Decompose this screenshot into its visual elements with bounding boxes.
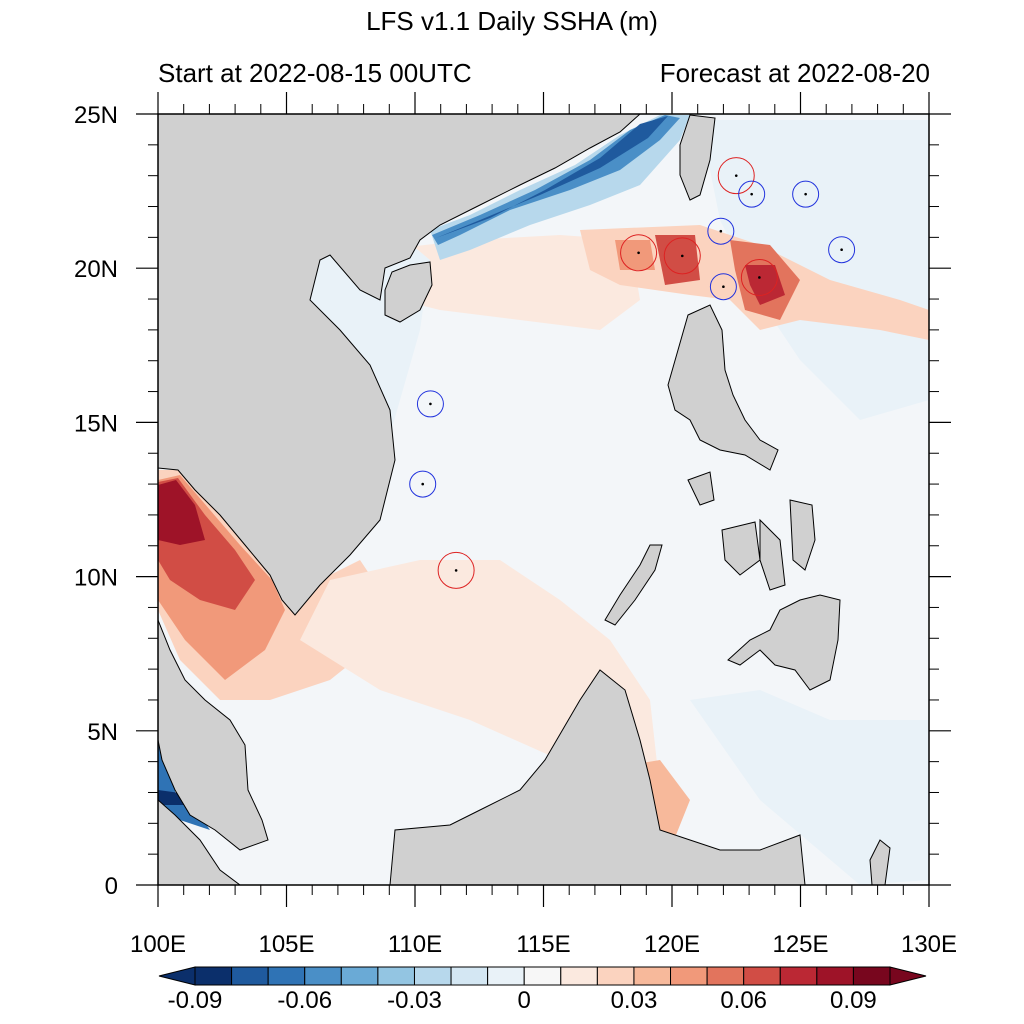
eddy-center-5 [680,254,684,258]
positive-zone-central [300,560,660,850]
colorbar-tick-label: 0.06 [720,987,767,1014]
colorbar-swatch [487,966,525,986]
eddy-anticyclonic-5 [663,237,701,275]
land-visayas-panay [721,521,761,576]
land-mindanao [727,594,841,691]
negative-zone-sulawesi [690,690,929,885]
lon-tick-label: 125E [772,931,828,958]
colorbar-tick-label: -0.03 [387,987,442,1014]
eddy-center-2 [804,192,807,196]
colorbar-swatch [779,966,818,986]
lat-tick-label: 15N [74,410,118,437]
land-indochina [158,114,641,616]
land-taiwan [679,114,716,201]
lon-tick-label: 130E [901,931,957,958]
colorbar-tick-label: -0.06 [277,987,332,1014]
lon-tick-label: 115E [516,931,570,958]
land-halmahera [869,839,891,885]
lon-tick-label: 120E [644,931,700,958]
lat-tick-label: 20N [74,256,118,283]
eddy-center-7 [722,285,725,289]
eddy-markers [409,157,856,589]
eddy-center-11 [454,569,458,572]
lon-tick-label: 110E [388,931,442,958]
map-axes: 100E 105E 110E 115E 120E 125E 130E 0 5N 10N 15N 20N… [74,92,957,958]
colorbar-swatch [633,966,672,986]
land-masses [158,114,891,885]
eddy-center-6 [840,248,843,251]
positive-zone-north [380,235,640,330]
colorbar-swatch [194,966,233,986]
eddy-cyclonic-1 [738,180,766,208]
positive-zone-eddy-118 [615,240,655,270]
colorbar-swatch [267,966,306,986]
eddy-cyclonic-10 [409,470,437,498]
colorbar-tick-label: 0.09 [830,987,877,1014]
colorbar-max-arrow [889,966,927,986]
forecast-time-label: Forecast at 2022-08-20 [659,58,930,88]
colorbar-swatch [670,966,708,986]
eddy-anticyclonic-0 [717,157,755,195]
lat-tick-label: 10N [74,565,118,592]
lat-tick-label: 5N [87,719,118,746]
colorbar-swatch [560,966,598,986]
eddy-anticyclonic-8 [740,258,778,296]
colorbar-tick-label: -0.09 [168,987,223,1014]
lat-tick-label: 0 [105,873,118,900]
land-borneo [389,669,806,885]
eddy-anticyclonic-11 [437,551,475,589]
colorbar-swatch [231,966,269,986]
start-time-label: Start at 2022-08-15 00UTC [158,58,472,88]
colorbar-min-arrow [158,966,196,986]
colorbar-tick-label: 0 [518,987,531,1014]
eddy-cyclonic-6 [828,236,856,264]
land-malay-peninsula [158,619,269,851]
land-visayas-negros [759,518,786,591]
eddy-center-9 [429,402,432,406]
eddy-center-0 [734,174,738,177]
land-visayas-samar [789,499,816,571]
chart-title: LFS v1.1 Daily SSHA (m) [366,6,658,36]
colorbar-swatch [852,966,891,986]
land-mindoro [687,471,715,506]
colorbar-tick-label: 0.03 [611,987,658,1014]
lon-tick-label: 105E [258,931,314,958]
eddy-cyclonic-9 [416,390,444,418]
eddy-center-3 [719,229,723,233]
lon-tick-label: 100E [130,931,186,958]
land-palawan [604,544,663,626]
eddy-center-10 [421,482,425,486]
colorbar-swatch [743,966,781,986]
colorbar-swatch [450,966,489,986]
colorbar-swatch [596,966,635,986]
lat-tick-label: 25N [74,102,118,129]
land-hainan [384,261,433,323]
colorbar-swatch [340,966,379,986]
land-sumatra [158,799,241,885]
eddy-center-8 [758,276,761,279]
eddy-cyclonic-3 [707,217,735,245]
negative-zone-china-coast-core [436,116,668,238]
colorbar-swatch [304,966,342,986]
land-luzon [667,304,779,471]
colorbar-swatch [413,966,452,986]
eddy-cyclonic-7 [709,273,737,301]
colorbar: -0.09 -0.06 -0.03 0 0.03 0.06 0.09 [158,966,927,1014]
positive-zone-gulf-core [158,480,205,545]
eddy-cyclonic-2 [792,180,820,208]
colorbar-swatch [816,966,854,986]
negative-zone-pacific [700,120,929,420]
colorbar-swatch [377,966,415,986]
eddy-center-4 [637,251,640,255]
eddy-center-1 [750,192,753,196]
eddy-anticyclonic-4 [620,234,658,272]
colorbar-swatch [523,966,562,986]
colorbar-swatch [706,966,745,986]
